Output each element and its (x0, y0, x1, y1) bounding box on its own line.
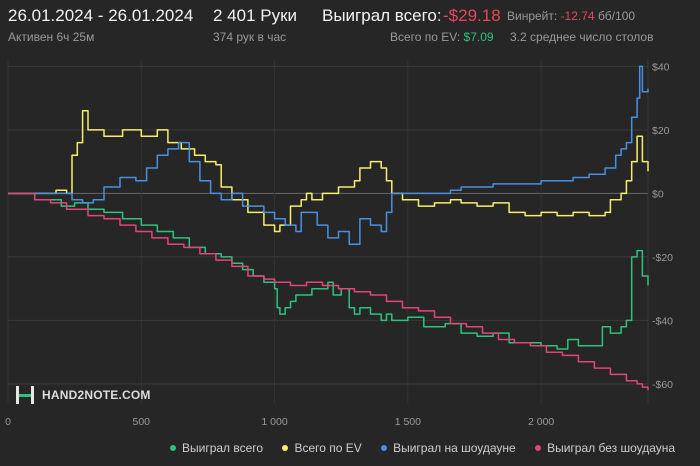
active-time: Активен 6ч 25м (8, 30, 95, 44)
y-axis-ticks: $40 $20 $0 -$20 -$40 -$60 (652, 61, 673, 391)
legend-label: Выиграл на шоудауне (393, 441, 516, 455)
legend-dot-icon (381, 444, 388, 451)
x-tick-label: 500 (133, 416, 151, 428)
y-tick-label: -$20 (652, 252, 673, 264)
winrate: Винрейт: -12.74 бб/100 (507, 9, 635, 23)
legend-label: Выиграл без шоудауна (547, 441, 676, 455)
series-line-3 (8, 192, 649, 391)
x-tick-label: 1 500 (395, 416, 421, 428)
won-total-value: -$29.18 (443, 6, 501, 25)
winrate-label: Винрейт: (507, 9, 558, 23)
legend-item-non-showdown[interactable]: Выиграл без шоудауна (535, 441, 675, 455)
x-tick-label: 0 (5, 416, 11, 428)
x-tick-label: 1 000 (261, 416, 287, 428)
series-line-2 (8, 65, 649, 245)
legend-dot-icon (535, 444, 542, 451)
hand2note-logo-icon (16, 386, 34, 404)
legend-item-ev[interactable]: Всего по EV (282, 441, 362, 455)
legend-label: Всего по EV (294, 441, 362, 455)
y-tick-label: -$40 (652, 315, 673, 327)
x-axis-ticks: 0 500 1 000 1 500 2 000 (5, 416, 554, 428)
logo-text: HAND2NOTE.COM (42, 388, 151, 402)
chart-grid (7, 60, 649, 403)
hand2note-logo: HAND2NOTE.COM (14, 384, 151, 406)
winrate-unit: бб/100 (597, 9, 636, 23)
y-tick-label: -$60 (652, 379, 673, 391)
y-tick-label: $40 (652, 61, 670, 73)
legend-dot-icon (170, 444, 176, 451)
ev-value: $7.09 (463, 30, 494, 44)
date-range: 26.01.2024 - 26.01.2024 (8, 6, 194, 25)
won-total-label: Выиграл всего: (322, 6, 442, 25)
series-line-1 (8, 110, 649, 233)
chart-series (8, 65, 649, 391)
hands-per-hour: 374 рук в час (213, 30, 287, 44)
y-tick-label: $20 (652, 125, 670, 137)
hands-count: 2 401 Руки (213, 6, 298, 25)
ev-total: Всего по EV: $7.09 (390, 30, 494, 44)
x-tick-label: 2 000 (528, 416, 554, 428)
winrate-value: -12.74 (560, 9, 595, 23)
chart-legend: Выиграл всего Всего по EV Выиграл на шоу… (170, 441, 691, 455)
ev-label: Всего по EV: (390, 30, 461, 44)
avg-tables: 3.2 среднее число столов (510, 30, 654, 44)
legend-item-showdown[interactable]: Выиграл на шоудауне (381, 441, 516, 455)
legend-dot-icon (282, 444, 289, 451)
y-tick-label: $0 (652, 188, 664, 200)
legend-item-won-total[interactable]: Выиграл всего (170, 441, 263, 455)
legend-label: Выиграл всего (182, 441, 264, 455)
